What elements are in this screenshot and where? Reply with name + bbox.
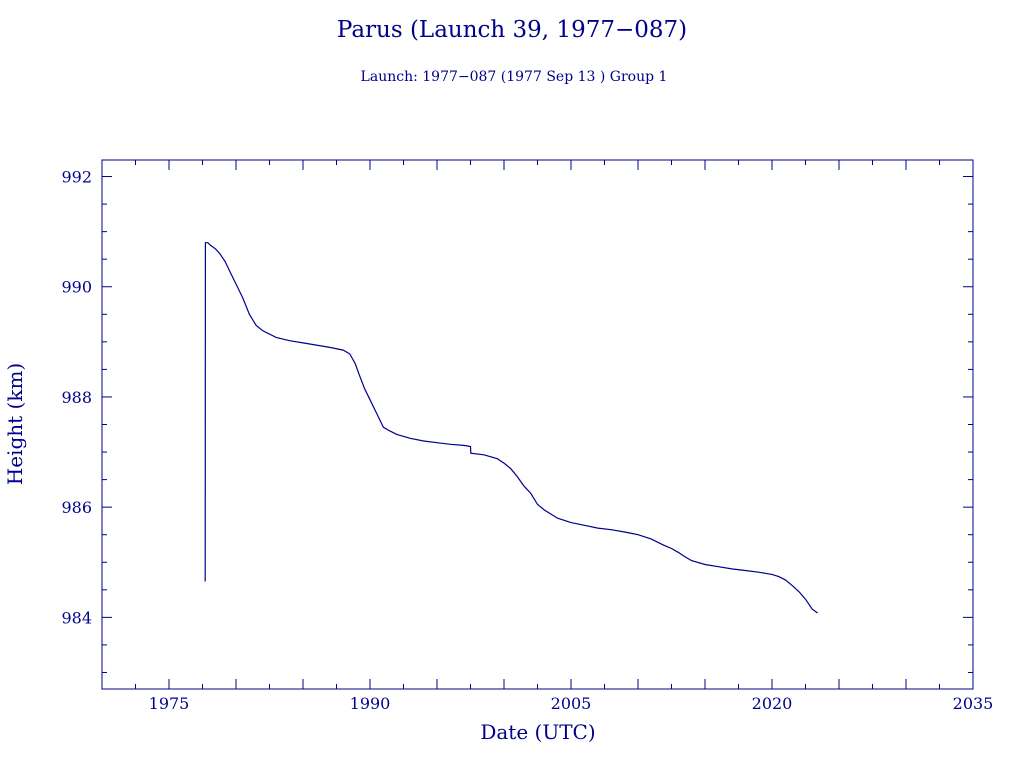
plot-frame (101, 159, 974, 690)
x-axis-label: Date (UTC) (480, 720, 595, 744)
y-tick-label: 988 (61, 388, 92, 407)
height-series-line (204, 242, 818, 614)
y-tick-label: 986 (61, 498, 92, 517)
x-tick-label: 2035 (953, 694, 994, 713)
y-axis-label: Height (km) (3, 363, 27, 485)
y-axis-ticks (102, 176, 973, 673)
x-tick-label: 1975 (149, 694, 190, 713)
y-tick-label: 992 (61, 168, 92, 187)
x-tick-label: 2020 (752, 694, 793, 713)
x-axis-ticks (135, 160, 940, 689)
y-tick-label: 984 (61, 608, 92, 627)
x-tick-label: 1990 (350, 694, 391, 713)
chart-subtitle: Launch: 1977−087 (1977 Sep 13 ) Group 1 (361, 69, 668, 85)
x-tick-label: 2005 (551, 694, 592, 713)
chart-title: Parus (Launch 39, 1977−087) (337, 17, 687, 43)
x-axis-tick-labels: 1975 1990 2005 2020 2035 (149, 694, 994, 713)
y-axis-tick-labels: 984 986 988 990 992 (61, 168, 92, 628)
y-tick-label: 990 (61, 278, 92, 297)
